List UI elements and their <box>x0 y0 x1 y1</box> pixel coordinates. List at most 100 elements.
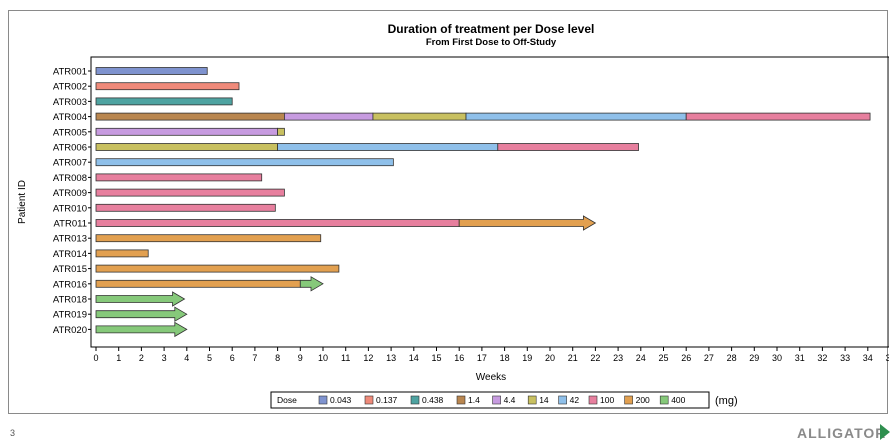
category-label: ATR007 <box>53 158 87 169</box>
category-label: ATR013 <box>53 234 87 245</box>
legend-label: 0.438 <box>422 395 444 405</box>
chart-subtitle: From First Dose to Off-Study <box>426 37 557 48</box>
x-tick-label: 24 <box>636 353 646 363</box>
x-tick-label: 31 <box>795 353 805 363</box>
category-label: ATR016 <box>53 279 87 290</box>
legend-swatch <box>492 395 501 405</box>
category-label: ATR015 <box>53 264 87 275</box>
legend-swatch <box>659 395 669 405</box>
legend-swatch <box>318 395 328 405</box>
x-tick-label: 27 <box>704 353 714 363</box>
x-tick-label: 8 <box>275 353 280 363</box>
x-tick-label: 34 <box>863 353 873 363</box>
bar-segment <box>95 127 279 136</box>
x-tick-label: 35 <box>885 353 889 363</box>
x-tick-label: 4 <box>184 353 189 363</box>
x-tick-label: 11 <box>341 353 350 363</box>
bar-segment <box>95 158 394 167</box>
category-label: ATR009 <box>53 188 87 199</box>
bar-segment <box>95 188 285 197</box>
category-labels: ATR001 ATR002 ATR003 ATR004 ATR005 ATR006 ATR0… <box>53 67 91 336</box>
category-label: ATR004 <box>53 112 87 123</box>
x-tick-label: 29 <box>749 353 759 363</box>
x-tick-label: 25 <box>658 353 668 363</box>
legend-label: 400 <box>671 395 685 405</box>
bar-segment <box>95 97 233 106</box>
brand-logo-mark <box>880 424 890 440</box>
category-label: ATR018 <box>53 295 87 306</box>
x-tick-label: 6 <box>230 353 235 363</box>
legend-label: 0.137 <box>376 395 398 405</box>
bar-segment <box>284 112 374 121</box>
bar-segment <box>95 203 276 212</box>
category-label: ATR002 <box>53 82 87 93</box>
x-tick-label: 21 <box>568 353 578 363</box>
bar-segment <box>372 112 467 121</box>
legend-swatch <box>364 395 374 405</box>
x-tick-label: 0 <box>93 353 98 363</box>
category-label: ATR020 <box>53 325 87 336</box>
x-tick-label: 33 <box>840 353 850 363</box>
legend-swatch <box>410 395 420 405</box>
duration-chart: Duration of treatment per Dose level Fro… <box>17 22 889 409</box>
category-label: ATR011 <box>54 219 87 230</box>
x-tick-label: 16 <box>454 353 464 363</box>
legend-swatch <box>527 395 537 405</box>
legend-label: 4.4 <box>504 395 516 405</box>
bar-segment <box>277 143 499 151</box>
bar-segment-arrow <box>299 276 324 292</box>
legend-label: 1.4 <box>468 395 480 405</box>
brand-logo-text: ALLIGATOR <box>797 425 887 441</box>
legend-unit: (mg) <box>715 395 738 407</box>
y-axis-label: Patient ID <box>17 180 28 224</box>
legend-title: Dose <box>277 395 297 405</box>
bar-segment <box>465 112 687 121</box>
legend-swatch <box>558 395 567 405</box>
plot-area <box>90 56 889 348</box>
x-tick-label: 7 <box>252 353 257 363</box>
legend-label: 200 <box>636 395 650 405</box>
bar-segment <box>95 264 340 273</box>
legend-swatch <box>588 395 598 405</box>
bar-segment <box>95 143 279 151</box>
category-label: ATR010 <box>53 203 87 214</box>
bars-layer <box>95 67 871 338</box>
x-tick-label: 26 <box>681 353 691 363</box>
x-tick-label: 32 <box>817 353 827 363</box>
x-tick-label: 13 <box>386 353 396 363</box>
x-tick-label: 3 <box>162 353 167 363</box>
bar-segment-arrow <box>95 321 188 338</box>
category-label: ATR003 <box>53 97 87 108</box>
x-tick-label: 5 <box>207 353 212 363</box>
bar-segment-arrow <box>95 306 188 322</box>
category-label: ATR006 <box>53 143 87 154</box>
category-label: ATR005 <box>53 127 87 138</box>
legend-label: 14 <box>539 395 549 405</box>
legend-box <box>270 391 710 409</box>
bar-segment <box>277 127 285 136</box>
bar-segment <box>95 219 460 227</box>
bar-segment <box>95 279 301 288</box>
x-axis-label: Weeks <box>476 372 506 383</box>
category-label: ATR001 <box>53 67 87 78</box>
legend: Dose 0.043 0.137 0.438 1.4 4.4 14 42 100 200 400 … <box>270 391 738 409</box>
legend-swatch <box>624 395 633 405</box>
bar-segment <box>685 112 871 121</box>
bar-segment <box>95 67 208 75</box>
category-label: ATR008 <box>53 173 87 184</box>
legend-label: 100 <box>600 395 614 405</box>
bar-segment <box>95 234 322 243</box>
x-tick-label: 12 <box>363 353 373 363</box>
category-label: ATR019 <box>53 310 87 321</box>
x-tick-label: 28 <box>727 353 737 363</box>
bar-segment-arrow <box>95 291 186 307</box>
x-tick-label: 23 <box>613 353 623 363</box>
legend-items: 0.043 0.137 0.438 1.4 4.4 14 42 100 200 400 <box>318 395 686 405</box>
bar-segment <box>95 173 263 182</box>
page-number: 3 <box>10 428 16 438</box>
legend-swatch <box>456 395 466 405</box>
x-tick-label: 19 <box>522 353 532 363</box>
x-tick-label: 20 <box>545 353 555 363</box>
legend-label: 42 <box>570 395 580 405</box>
bar-segment <box>95 82 240 91</box>
